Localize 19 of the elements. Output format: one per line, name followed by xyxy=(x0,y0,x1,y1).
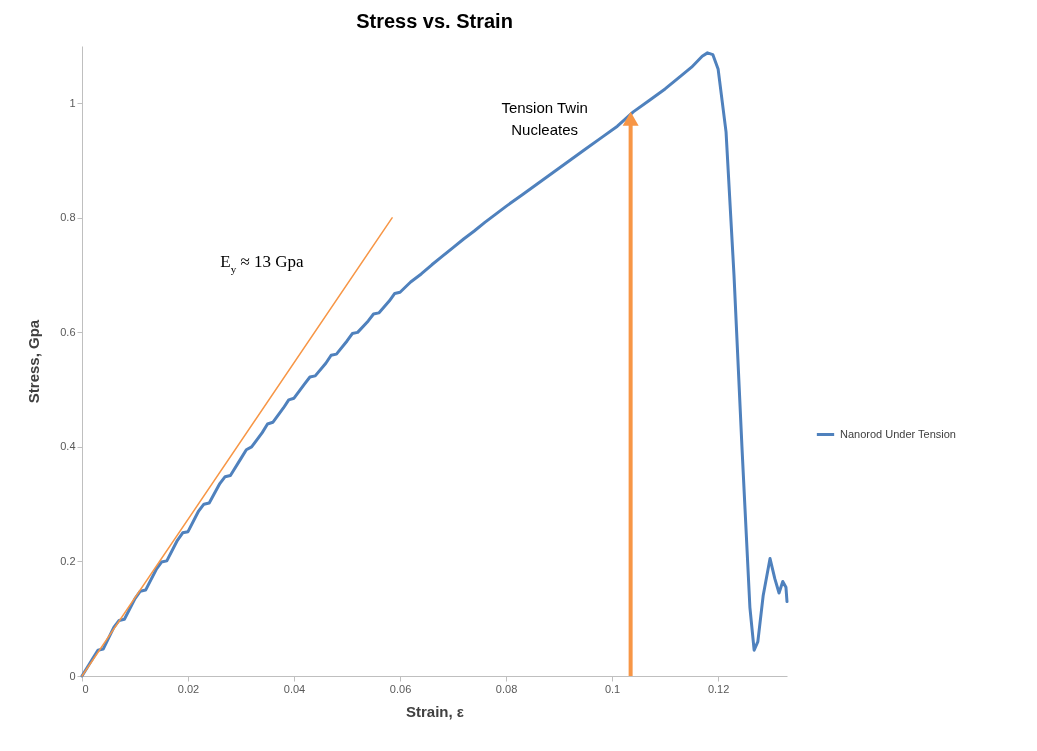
x-tick-label: 0 xyxy=(82,682,89,695)
legend-label: Nanorod Under Tension xyxy=(840,427,956,440)
y-tick-label: 0.6 xyxy=(60,325,76,338)
x-tick-label: 0.1 xyxy=(604,682,621,695)
y-tick-label: 1 xyxy=(69,96,76,109)
chart-title: Stress vs. Strain xyxy=(356,10,513,32)
x-axis-title: Strain, ε xyxy=(406,702,464,720)
y-tick-label: 0.4 xyxy=(60,440,76,453)
x-tick-label: 0.04 xyxy=(283,682,306,695)
annotation: E$_{y}$ ≈ 13 Gpa xyxy=(220,252,305,275)
x-tick-label: 0.02 xyxy=(177,682,200,695)
x-tick-label: 0.08 xyxy=(495,682,518,695)
x-tick-label: 0.12 xyxy=(707,682,730,695)
x-tick-label: 0.06 xyxy=(389,682,412,695)
y-tick-label: 0.2 xyxy=(60,554,76,567)
y-axis-title: Stress, Gpa xyxy=(25,319,43,404)
y-tick-label: 0 xyxy=(69,669,76,682)
annotation: Tension Twin Nucleates xyxy=(501,98,588,138)
y-tick-label: 0.8 xyxy=(60,211,76,224)
